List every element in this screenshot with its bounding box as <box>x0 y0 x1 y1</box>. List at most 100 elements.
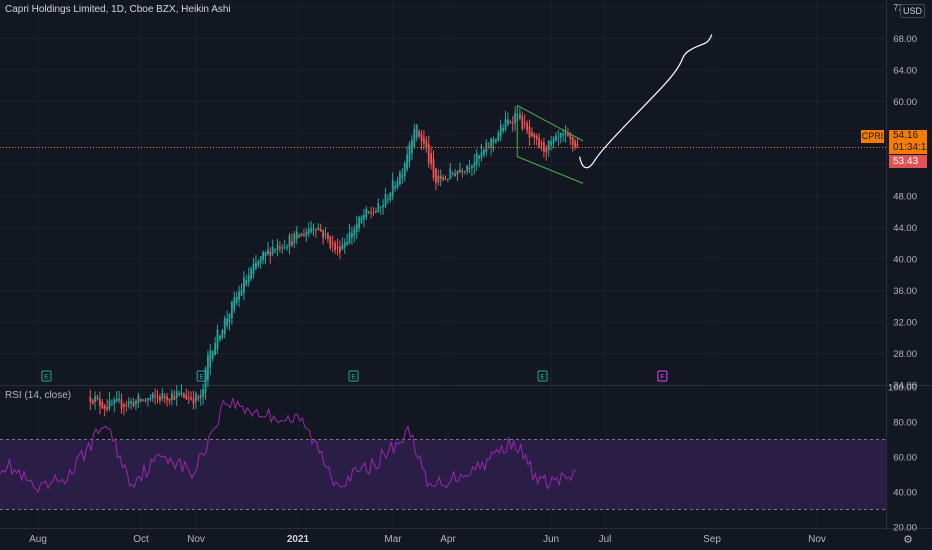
candle-up <box>557 137 560 139</box>
time-tick-label: Nov <box>808 534 826 545</box>
candle-up <box>300 233 303 237</box>
candle-up <box>233 297 236 310</box>
candle-down <box>372 212 375 214</box>
candle-up <box>562 133 565 136</box>
candle-down <box>187 397 190 399</box>
candle-up <box>149 397 152 400</box>
candle-up <box>499 125 502 137</box>
candle-up <box>490 138 493 148</box>
price-tick-label: 28.00 <box>893 349 917 360</box>
candle-up <box>360 216 363 223</box>
candle-up <box>348 232 351 244</box>
candle-up <box>324 233 327 235</box>
candle-up <box>127 401 130 406</box>
rsi-tick-label: 20.00 <box>893 523 917 534</box>
candle-down <box>144 399 147 401</box>
candle-down <box>159 396 161 401</box>
candle-up <box>382 205 385 208</box>
currency-button[interactable]: USD <box>900 4 926 18</box>
time-tick-label: Jul <box>599 534 612 545</box>
earnings-marker-box <box>537 370 548 382</box>
rsi-legend: RSI (14, close) <box>5 390 72 401</box>
earnings-marker-label: E <box>351 374 356 381</box>
candle-up <box>497 133 500 141</box>
candle-up <box>408 144 411 163</box>
candle-up <box>351 233 353 238</box>
candle-up <box>449 168 452 179</box>
candle-up <box>466 165 469 172</box>
candle-up <box>178 393 181 395</box>
last-price-tag: 54.16 01:34:13 <box>889 130 932 154</box>
symbol-badge: CPRI <box>861 130 884 143</box>
candle-up <box>219 335 221 340</box>
earnings-marker-label: E <box>199 374 204 381</box>
candle-up <box>252 263 255 274</box>
candle-up <box>550 141 553 146</box>
future-marker-label: F <box>660 374 664 381</box>
candle-down <box>101 402 104 409</box>
candle-down <box>120 399 123 409</box>
candle-up <box>468 167 471 169</box>
candle-up <box>317 227 320 230</box>
rsi-tick-label: 40.00 <box>893 488 917 499</box>
candle-up <box>459 169 461 173</box>
candle-down <box>531 132 533 136</box>
candle-up <box>305 232 308 236</box>
candle-up <box>473 162 476 168</box>
candle-down <box>454 173 457 176</box>
candle-up <box>223 318 226 334</box>
candle-down <box>156 396 159 398</box>
candle-down <box>139 399 142 402</box>
candle-up <box>288 235 291 247</box>
candle-up <box>312 228 315 230</box>
candle-down <box>125 405 128 407</box>
candle-up <box>379 206 382 208</box>
candle-up <box>358 216 361 229</box>
candle-up <box>471 166 473 169</box>
candle-up <box>495 139 497 142</box>
candle-up <box>276 244 279 250</box>
candle-up <box>502 128 505 131</box>
candle-up <box>195 393 197 402</box>
rsi-tick-label: 80.00 <box>893 418 917 429</box>
candle-down <box>91 399 94 405</box>
candle-up <box>555 135 557 141</box>
candle-down <box>511 121 514 124</box>
candle-up <box>147 398 149 401</box>
candle-up <box>151 393 154 399</box>
time-tick-label: Aug <box>29 534 47 545</box>
candle-up <box>519 113 521 119</box>
candle-down <box>123 404 125 407</box>
candle-up <box>389 192 392 200</box>
candle-down <box>418 131 421 137</box>
candle-up <box>262 252 265 260</box>
candle-down <box>461 171 464 173</box>
candle-up <box>396 181 399 188</box>
time-tick-label: Mar <box>384 534 402 545</box>
candle-down <box>183 393 185 398</box>
last-price-value: 54.16 <box>893 130 919 141</box>
candle-up <box>447 178 449 180</box>
earnings-marker-box <box>348 370 359 382</box>
time-tick-label: Apr <box>440 534 456 545</box>
candle-down <box>291 241 293 246</box>
candle-down <box>319 228 322 232</box>
countdown-value: 01:34:13 <box>893 142 932 153</box>
candle-down <box>303 234 305 237</box>
candle-up <box>267 249 269 255</box>
candle-down <box>370 212 373 214</box>
candle-up <box>259 256 262 264</box>
candle-up <box>451 173 454 175</box>
candle-down <box>540 142 543 144</box>
candle-up <box>130 401 133 404</box>
candle-down <box>545 147 548 153</box>
candle-up <box>281 247 284 249</box>
candle-down <box>435 168 437 183</box>
candle-down <box>132 402 135 407</box>
price-tick-label: 64.00 <box>893 66 917 77</box>
candle-up <box>456 170 459 175</box>
time-tick-label: Sep <box>703 534 721 545</box>
candle-up <box>209 350 212 368</box>
candle-down <box>339 246 341 253</box>
rsi-tick-label: 100.00 <box>888 383 917 394</box>
